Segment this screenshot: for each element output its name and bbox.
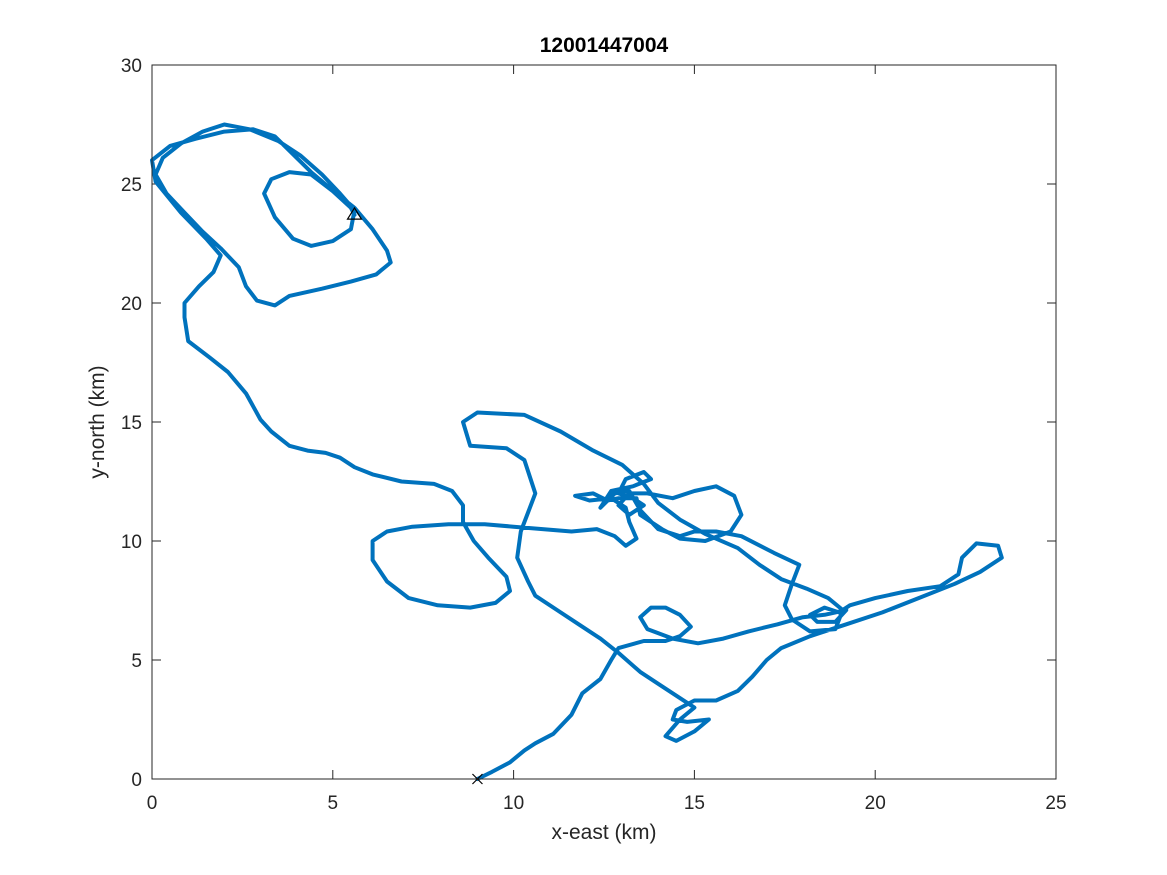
y-tick-label: 20 xyxy=(121,294,142,315)
end-marker xyxy=(346,206,363,220)
y-tick-label: 5 xyxy=(131,651,142,672)
x-axis-label: x-east (km) xyxy=(552,821,657,844)
y-axis-label: y-north (km) xyxy=(86,365,109,478)
x-tick-label: 5 xyxy=(328,793,339,814)
chart-title: 12001447004 xyxy=(540,34,669,57)
axes-box xyxy=(151,64,1057,780)
x-tick-label: 0 xyxy=(147,793,158,814)
axis-tick-labels: 0 5 10 15 20 25 0 5 10 15 20 25 30 xyxy=(121,56,1067,814)
y-tick-label: 30 xyxy=(121,56,142,77)
x-tick-label: 10 xyxy=(503,793,524,814)
x-tick-label: 20 xyxy=(865,793,886,814)
y-tick-label: 25 xyxy=(121,175,142,196)
y-tick-label: 0 xyxy=(131,770,142,791)
plot-area xyxy=(152,65,1056,779)
y-tick-label: 15 xyxy=(121,413,142,434)
x-tick-label: 15 xyxy=(684,793,705,814)
y-tick-label: 10 xyxy=(121,532,142,553)
x-tick-label: 25 xyxy=(1045,793,1066,814)
track-line xyxy=(150,122,1004,781)
end-marker-triangle xyxy=(346,206,363,220)
